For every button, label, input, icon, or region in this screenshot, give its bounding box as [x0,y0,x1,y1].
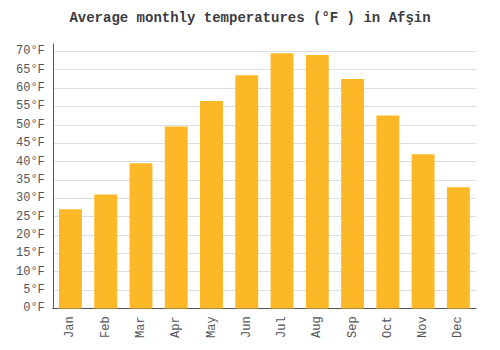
svg-text:30°F: 30°F [16,191,45,205]
svg-text:25°F: 25°F [16,210,45,224]
svg-text:Apr: Apr [169,316,183,338]
svg-text:Aug: Aug [310,316,324,338]
svg-text:Oct: Oct [381,316,395,338]
svg-text:Jul: Jul [275,316,289,338]
svg-text:Average monthly temperatures (: Average monthly temperatures (°F ) in Af… [69,10,430,26]
svg-text:May: May [205,316,219,338]
svg-text:20°F: 20°F [16,228,45,242]
svg-text:Mar: Mar [134,316,148,338]
svg-text:Feb: Feb [99,316,113,338]
svg-text:Nov: Nov [416,316,430,338]
svg-text:Jan: Jan [63,316,77,338]
svg-text:70°F: 70°F [16,44,45,58]
svg-text:35°F: 35°F [16,173,45,187]
svg-text:Sep: Sep [346,316,360,338]
svg-text:10°F: 10°F [16,265,45,279]
svg-text:0°F: 0°F [23,301,45,315]
svg-text:55°F: 55°F [16,99,45,113]
svg-text:5°F: 5°F [23,283,45,297]
svg-text:50°F: 50°F [16,118,45,132]
svg-text:Jun: Jun [240,316,254,338]
svg-text:65°F: 65°F [16,63,45,77]
svg-text:40°F: 40°F [16,155,45,169]
svg-text:Dec: Dec [451,316,465,338]
svg-text:15°F: 15°F [16,246,45,260]
svg-text:60°F: 60°F [16,81,45,95]
svg-text:45°F: 45°F [16,136,45,150]
